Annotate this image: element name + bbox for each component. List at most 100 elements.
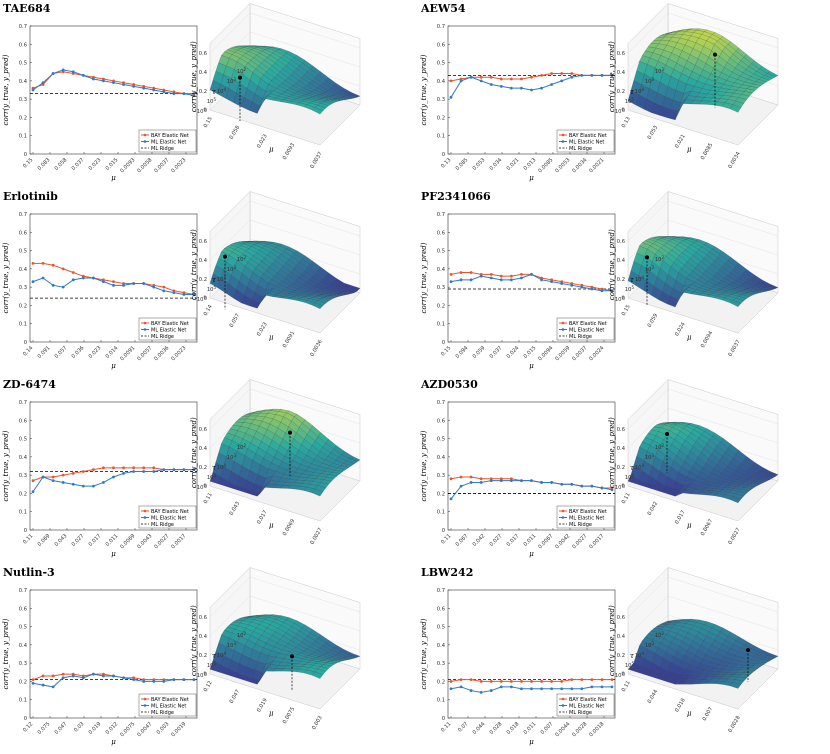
- x-tick-label: 0.0093: [119, 157, 136, 174]
- data-point: [509, 86, 513, 90]
- legend-marker: [143, 509, 147, 513]
- z-tick-label: 0: [622, 296, 625, 302]
- y-tick-label: 0.5: [19, 625, 27, 631]
- y-tick-label: 0.7: [19, 24, 27, 30]
- y-tick-label: 0.7: [437, 588, 445, 594]
- x-tick-label: 0.0019: [170, 721, 187, 738]
- x-tick-label: 0.0043: [136, 533, 153, 550]
- tau-tick-label: 105: [625, 473, 635, 481]
- z-tick-label: 0.2: [199, 653, 207, 659]
- y-tick-label: 0.6: [19, 606, 27, 612]
- data-point: [600, 486, 604, 490]
- mu3d-tick-label: 0.023: [256, 322, 269, 338]
- data-point: [192, 293, 196, 296]
- y-axis-label: corr(y_true, y_pred): [420, 430, 428, 501]
- y-tick-label: 0: [24, 152, 27, 158]
- data-point: [449, 680, 453, 683]
- legend-marker: [561, 321, 565, 325]
- y-tick-label: 0.4: [437, 643, 446, 649]
- mu3d-tick-label: 0.0085: [700, 142, 714, 161]
- data-point: [51, 72, 55, 75]
- surface-cell: [311, 302, 324, 309]
- tau-tick-label: 104: [635, 651, 645, 659]
- data-point: [509, 77, 513, 81]
- legend-marker: [561, 133, 565, 137]
- x-tick-label: 0.094: [455, 345, 470, 360]
- x-tick-label: 0.0057: [136, 345, 153, 362]
- data-point: [449, 477, 453, 481]
- mu3d-tick-label: 0.0094: [700, 330, 715, 349]
- data-point: [530, 272, 533, 276]
- legend-label: BAY Elastic Net: [569, 509, 607, 515]
- tau-tick-label: 104: [217, 87, 227, 95]
- legend-marker: [561, 328, 565, 331]
- mu3d-axis-label: μ: [687, 334, 692, 342]
- data-point: [449, 79, 453, 83]
- z-grid: [627, 407, 779, 449]
- x-tick-label: 0.0044: [554, 721, 572, 739]
- data-point: [31, 490, 35, 493]
- tau-tick-label: 105: [625, 661, 635, 669]
- data-point: [31, 261, 35, 265]
- z-axis-label: corr(y_true, y_pred): [190, 417, 198, 488]
- y-tick-label: 0.6: [437, 418, 445, 424]
- data-point: [600, 685, 604, 689]
- x-axis-label: μ: [529, 174, 534, 182]
- y-tick-label: 0.3: [437, 473, 445, 479]
- x-tick-label: 0.0075: [119, 721, 136, 738]
- mu3d-tick-label: 0.0069: [282, 518, 296, 537]
- tau-tick-label: 106: [615, 295, 625, 303]
- data-point: [112, 475, 115, 479]
- data-point: [51, 475, 55, 479]
- data-point: [132, 282, 136, 285]
- z-tick-label: 0.4: [199, 258, 208, 264]
- panel-title: PF2341066: [421, 190, 491, 203]
- mu3d-axis-label: μ: [687, 522, 692, 530]
- x-tick-label: 0.0042: [554, 533, 571, 550]
- data-point: [580, 73, 584, 77]
- data-point: [610, 678, 614, 681]
- data-point: [530, 479, 533, 483]
- data-point: [520, 86, 523, 90]
- y-tick-label: 0.6: [437, 606, 445, 612]
- data-point: [61, 676, 65, 680]
- data-point: [479, 680, 483, 683]
- data-point: [122, 676, 125, 680]
- data-point: [520, 77, 523, 81]
- x-tick-label: 0.075: [37, 721, 52, 736]
- legend-label: BAY Elastic Net: [151, 509, 189, 515]
- mu3d-tick-label: 0.0028: [727, 715, 741, 734]
- data-point: [41, 81, 45, 85]
- x-tick-label: 0.0027: [153, 533, 170, 550]
- legend-marker: [143, 328, 147, 331]
- data-point: [41, 674, 45, 678]
- x-tick-label: 0.058: [54, 157, 69, 172]
- surface-cell: [311, 671, 324, 679]
- data-point: [81, 470, 85, 473]
- legend-label: ML Ridge: [569, 146, 592, 152]
- surface-cell: [311, 488, 324, 497]
- x-axis-label: μ: [529, 738, 534, 746]
- y-axis-label: corr(y_true, y_pred): [420, 618, 428, 689]
- z-tick-label: 0.4: [199, 446, 208, 452]
- y-tick-label: 0.3: [437, 97, 445, 103]
- mu3d-tick-label: 0.058: [229, 125, 242, 141]
- y-tick-label: 0.5: [437, 61, 445, 67]
- tau-tick-label: 106: [197, 483, 207, 491]
- y-tick-label: 0: [442, 152, 445, 158]
- mu3d-tick-label: 0.0037: [727, 339, 741, 358]
- data-point: [580, 285, 584, 289]
- y-tick-label: 0.3: [437, 285, 445, 291]
- data-point: [112, 283, 115, 287]
- mu3d-tick-label: 0.024: [674, 321, 687, 337]
- data-point: [132, 466, 136, 470]
- mu3d-axis-label: μ: [687, 710, 692, 718]
- data-point: [550, 481, 554, 484]
- y-tick-label: 0.7: [19, 212, 27, 218]
- tau-tick-label: 105: [207, 473, 217, 481]
- data-point: [81, 276, 85, 280]
- tau-tick-label: 106: [615, 483, 625, 491]
- panel-title: LBW242: [421, 566, 473, 579]
- legend-marker: [143, 704, 147, 707]
- tau-tick-label: 102: [237, 67, 247, 75]
